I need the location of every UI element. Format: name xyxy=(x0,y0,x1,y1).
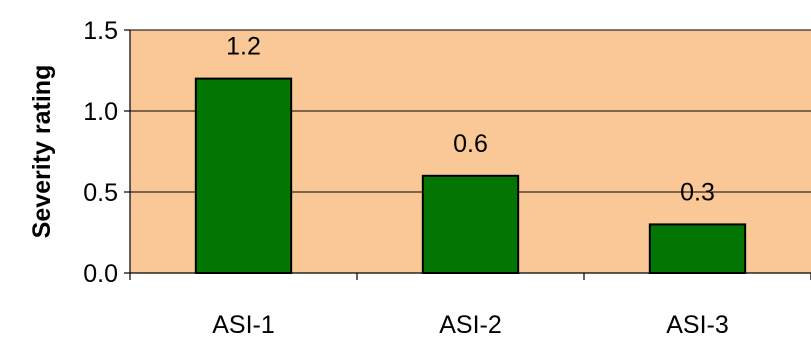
data-label-asi-1: 1.2 xyxy=(226,33,261,61)
data-labels: 1.2 0.6 0.3 xyxy=(226,33,715,207)
tick-labels: 0.0 0.5 1.0 1.5 ASI-1 ASI-2 ASI-3 xyxy=(83,17,729,339)
x-tick-label-asi-1: ASI-1 xyxy=(212,311,275,339)
bars xyxy=(194,77,747,274)
bar-asi-3 xyxy=(648,223,747,274)
data-label-asi-3: 0.3 xyxy=(680,178,715,206)
y-tick-label-3: 1.5 xyxy=(83,17,118,45)
x-tick-label-asi-3: ASI-3 xyxy=(666,311,729,339)
y-axis-label: Severity rating xyxy=(28,65,56,239)
x-tick-label-asi-2: ASI-2 xyxy=(439,311,502,339)
bar-asi-2 xyxy=(421,174,520,274)
bar-asi-1 xyxy=(194,77,293,274)
y-tick-label-0: 0.0 xyxy=(83,260,118,288)
y-tick-label-2: 1.0 xyxy=(83,98,118,126)
y-tick-label-1: 0.5 xyxy=(83,179,118,207)
axes xyxy=(124,29,811,280)
data-label-asi-2: 0.6 xyxy=(453,130,488,158)
